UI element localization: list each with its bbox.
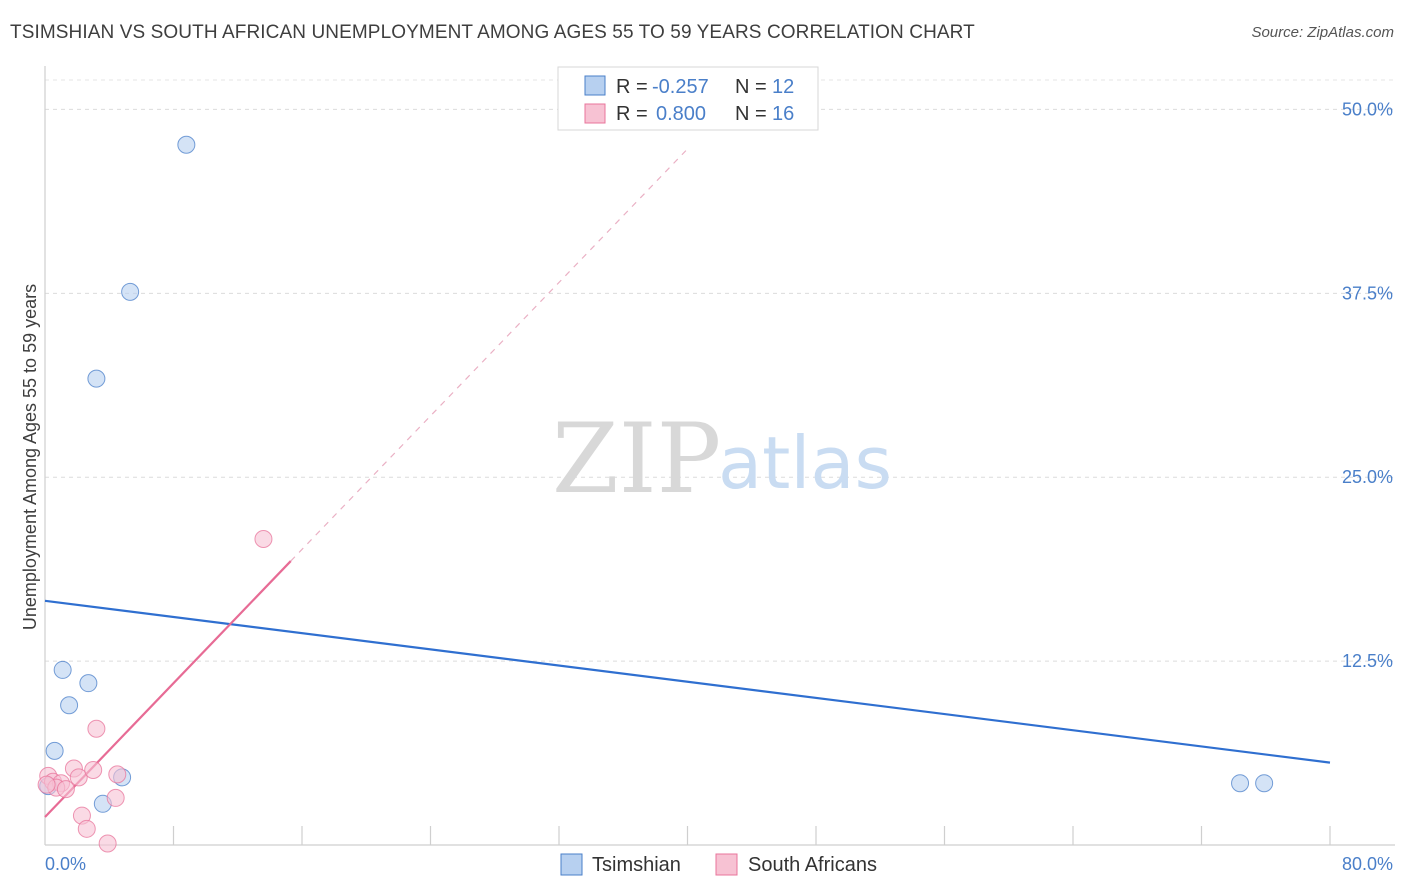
stats-legend: R = -0.257 N = 12 R = 0.800 N = 16 xyxy=(557,66,819,131)
x-tick-label: 80.0% xyxy=(1342,854,1393,874)
y-tick-label: 25.0% xyxy=(1342,467,1393,487)
x-tick-label: 0.0% xyxy=(45,854,86,874)
stats-n-value-2: 16 xyxy=(772,103,794,125)
data-point-pink xyxy=(84,760,103,779)
grid-layer xyxy=(45,79,1395,662)
y-tick-label: 12.5% xyxy=(1342,651,1393,671)
data-point-pink xyxy=(87,719,106,738)
legend-swatch-south-africans xyxy=(715,853,738,876)
data-point-blue xyxy=(177,135,196,154)
data-point-pink xyxy=(77,819,96,838)
watermark-atlas: atlas xyxy=(718,421,892,505)
stats-r-label-1: R = xyxy=(616,76,648,98)
data-point-pink xyxy=(69,768,88,787)
stats-swatch-south-africans xyxy=(584,103,606,124)
data-point-blue xyxy=(60,696,79,715)
y-tick-label: 37.5% xyxy=(1342,283,1393,303)
data-point-blue xyxy=(45,741,64,760)
stats-r-value-1: -0.257 xyxy=(652,76,709,98)
data-point-blue xyxy=(79,674,98,693)
data-point-blue xyxy=(1231,774,1250,793)
data-point-pink xyxy=(98,834,117,853)
bottom-legend: Tsimshian South Africans xyxy=(560,853,877,876)
stats-swatch-tsimshian xyxy=(584,75,606,96)
stats-n-value-1: 12 xyxy=(772,76,794,98)
y-tick-label: 50.0% xyxy=(1342,99,1393,119)
axes-layer: 12.5% 25.0% 37.5% 50.0% 0.0% 80.0% xyxy=(44,66,1395,874)
data-point-pink xyxy=(106,788,125,807)
y-axis-label: Unemployment Among Ages 55 to 59 years xyxy=(20,284,40,630)
data-point-blue xyxy=(121,282,140,301)
stats-r-value-2: 0.800 xyxy=(656,103,706,125)
watermark-zip: ZIP xyxy=(552,403,721,515)
legend-label-tsimshian: Tsimshian xyxy=(592,854,681,876)
data-point-pink xyxy=(37,775,56,794)
trend-line-blue xyxy=(44,599,1331,764)
legend-label-south-africans: South Africans xyxy=(748,854,877,876)
data-point-blue xyxy=(53,660,72,679)
stats-r-label-2: R = xyxy=(616,103,648,125)
chart-source: Source: ZipAtlas.com xyxy=(1251,24,1394,41)
watermark: ZIP atlas xyxy=(552,403,892,515)
data-point-blue xyxy=(1255,774,1274,793)
legend-swatch-tsimshian xyxy=(560,853,583,876)
stats-n-label-1: N = xyxy=(735,76,767,98)
data-point-blue xyxy=(87,369,106,388)
data-point-pink xyxy=(108,765,127,784)
chart-title: TSIMSHIAN VS SOUTH AFRICAN UNEMPLOYMENT … xyxy=(10,22,975,43)
points-layer xyxy=(37,135,1274,853)
data-point-pink xyxy=(56,780,75,799)
stats-n-label-2: N = xyxy=(735,103,767,125)
data-point-pink xyxy=(254,530,273,548)
